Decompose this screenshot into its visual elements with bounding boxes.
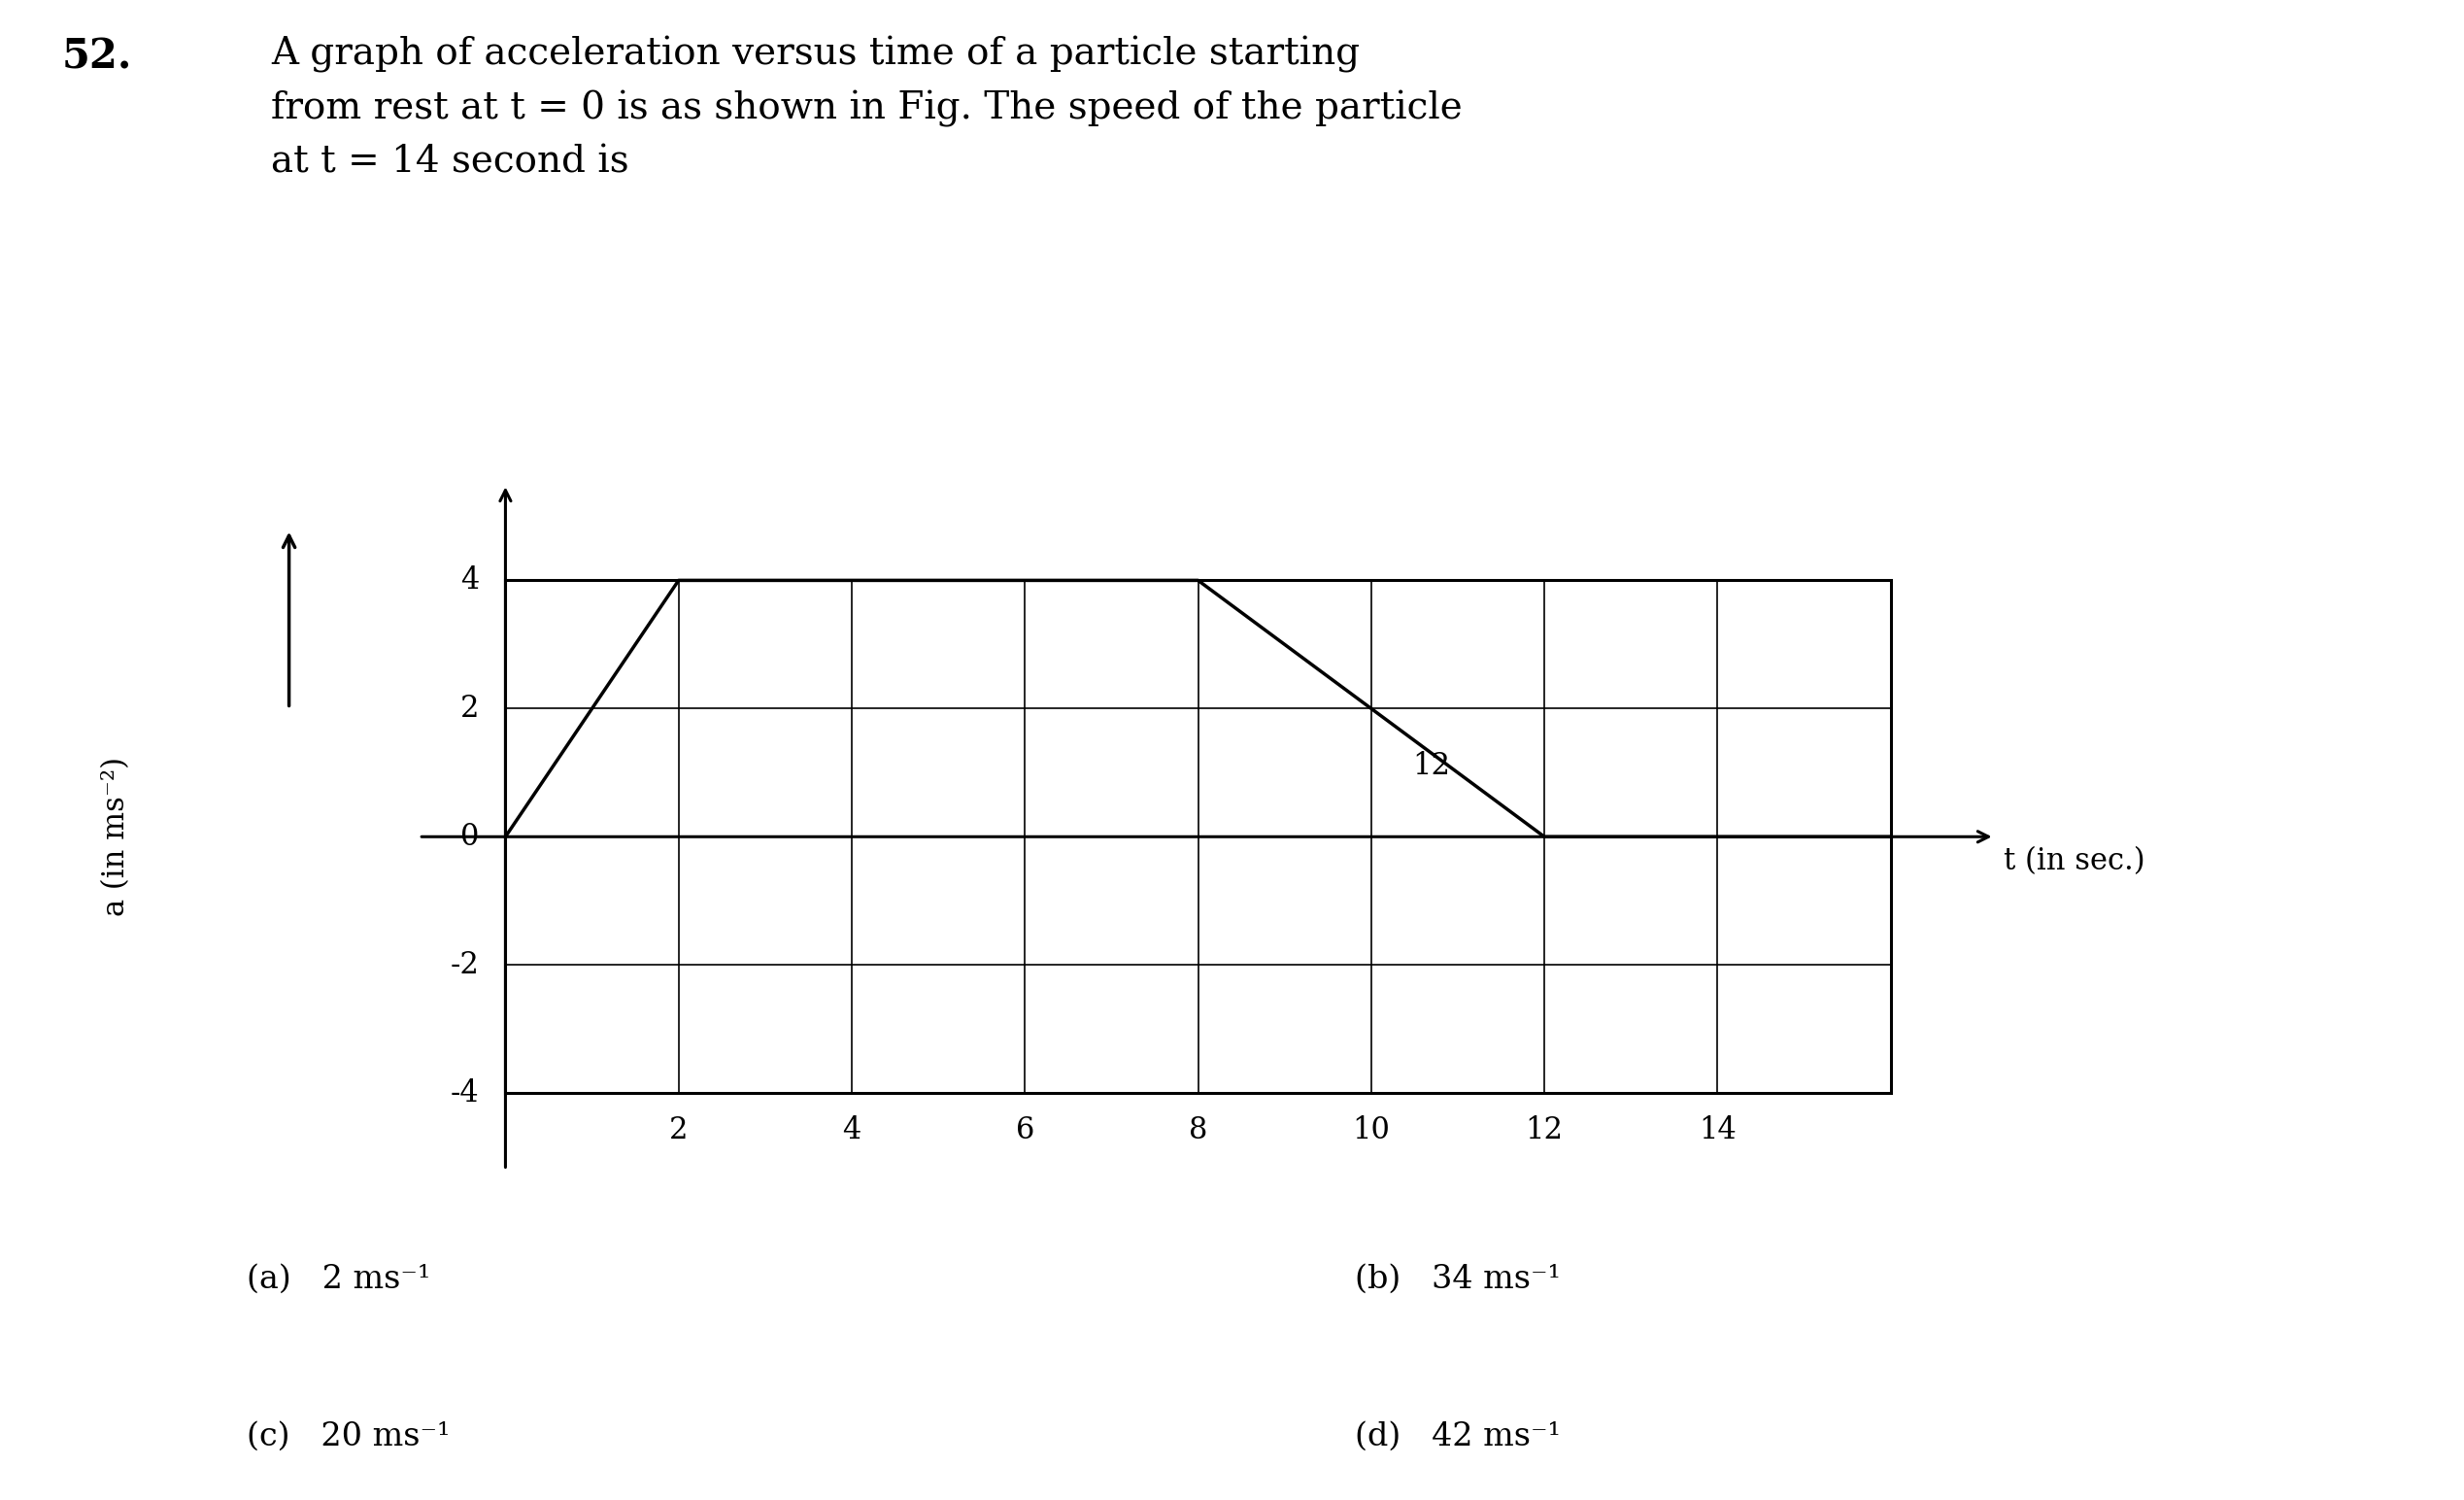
Text: 52.: 52. (62, 36, 133, 76)
Text: 4: 4 (843, 1116, 860, 1146)
Text: 4: 4 (461, 566, 480, 596)
Text: 8: 8 (1188, 1116, 1207, 1146)
Text: (d)   42 ms⁻¹: (d) 42 ms⁻¹ (1355, 1422, 1562, 1452)
Text: 2: 2 (461, 693, 480, 723)
Text: -4: -4 (451, 1078, 480, 1108)
Text: 14: 14 (1698, 1116, 1737, 1146)
Text: 6: 6 (1015, 1116, 1035, 1146)
Text: t (in sec.): t (in sec.) (2003, 846, 2144, 876)
Bar (505, 580, 1890, 1094)
Text: -2: -2 (451, 950, 480, 980)
Text: A graph of acceleration versus time of a particle starting
from rest at t = 0 is: A graph of acceleration versus time of a… (271, 36, 1464, 180)
Text: 12: 12 (1525, 1116, 1562, 1146)
Text: a (in ms⁻²): a (in ms⁻²) (101, 758, 131, 916)
Text: 0: 0 (461, 822, 480, 852)
Text: (c)   20 ms⁻¹: (c) 20 ms⁻¹ (246, 1422, 451, 1452)
Text: (b)   34 ms⁻¹: (b) 34 ms⁻¹ (1355, 1264, 1562, 1294)
Text: 10: 10 (1353, 1116, 1390, 1146)
Text: 12: 12 (1412, 752, 1451, 782)
Text: 2: 2 (670, 1116, 687, 1146)
Text: (a)   2 ms⁻¹: (a) 2 ms⁻¹ (246, 1264, 431, 1294)
